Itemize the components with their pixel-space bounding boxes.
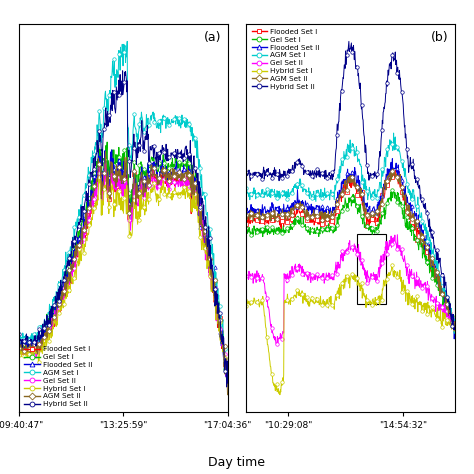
Bar (357, 234, 386, 303)
Legend: Flooded Set I, Gel Set I, Flooded Set II, AGM Set I, Gel Set II, Hybrid Set I, A: Flooded Set I, Gel Set I, Flooded Set II… (23, 345, 93, 409)
Text: Day time: Day time (209, 456, 265, 469)
Legend: Flooded Set I, Gel Set I, Flooded Set II, AGM Set I, Gel Set II, Hybrid Set I, A: Flooded Set I, Gel Set I, Flooded Set II… (250, 27, 321, 91)
Text: (a): (a) (204, 31, 221, 45)
Text: (b): (b) (431, 31, 449, 45)
